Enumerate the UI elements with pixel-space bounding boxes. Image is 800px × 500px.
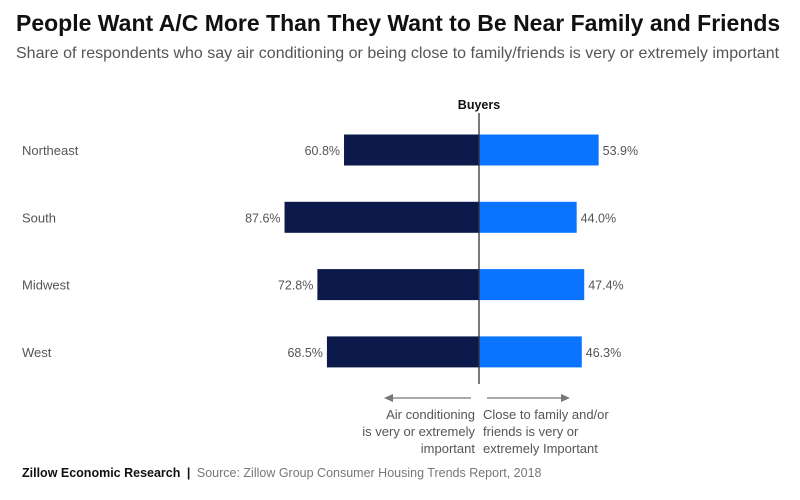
diverging-bar-chart: Buyers Northeast 60.8% 53.9% South 87.6% 44.0%…: [22, 98, 638, 456]
source-separator: |: [186, 466, 191, 480]
bar-family-midwest: [479, 269, 585, 301]
bar-ac-northeast: [344, 134, 479, 166]
value-label-family-south: 44.0%: [581, 211, 616, 225]
chart-subtitle: Share of respondents who say air conditi…: [16, 45, 780, 62]
bar-ac-midwest: [317, 269, 479, 301]
bar-ac-west: [326, 336, 479, 368]
value-label-family-midwest: 47.4%: [588, 279, 623, 293]
left-arrow-head: [384, 394, 393, 402]
value-label-ac-south: 87.6%: [245, 211, 280, 225]
brand-name: Zillow Economic Research: [22, 466, 181, 480]
bar-family-west: [479, 336, 582, 368]
category-label-midwest: Midwest: [22, 278, 70, 293]
value-label-family-west: 46.3%: [586, 346, 621, 360]
value-label-ac-northeast: 60.8%: [305, 144, 340, 158]
left-note-line-3: important: [421, 441, 476, 456]
value-label-ac-west: 68.5%: [287, 346, 322, 360]
bar-ac-south: [284, 201, 479, 233]
left-note-line-2: is very or extremely: [362, 424, 475, 439]
category-label-northeast: Northeast: [22, 143, 79, 158]
source-text: Source: Zillow Group Consumer Housing Tr…: [196, 466, 542, 480]
chart-title: People Want A/C More Than They Want to B…: [16, 10, 781, 36]
right-note-line-1: Close to family and/or: [483, 407, 609, 422]
category-label-south: South: [22, 210, 56, 225]
value-label-family-northeast: 53.9%: [603, 144, 638, 158]
right-arrow-head: [561, 394, 570, 402]
center-label: Buyers: [458, 98, 500, 112]
bar-family-south: [479, 201, 577, 233]
right-note-line-2: friends is very or: [483, 424, 579, 439]
left-note-line-1: Air conditioning: [386, 407, 475, 422]
category-label-west: West: [22, 345, 52, 360]
right-note-line-3: extremely Important: [483, 441, 598, 456]
source-line: Zillow Economic Research | Source: Zillo…: [22, 466, 541, 480]
bar-family-northeast: [479, 134, 599, 166]
value-label-ac-midwest: 72.8%: [278, 279, 313, 293]
